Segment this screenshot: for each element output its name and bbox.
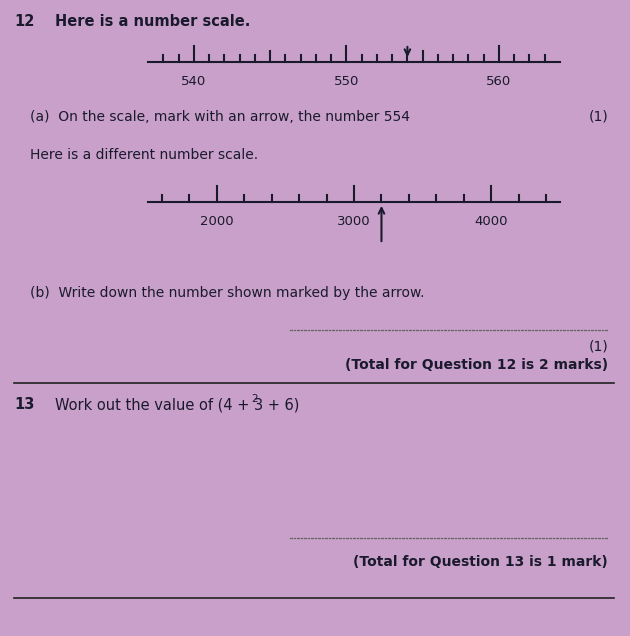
Text: 560: 560 [486, 75, 512, 88]
Text: (a)  On the scale, mark with an arrow, the number 554: (a) On the scale, mark with an arrow, th… [30, 110, 410, 124]
Text: (Total for Question 12 is 2 marks): (Total for Question 12 is 2 marks) [345, 358, 608, 372]
Text: (b)  Write down the number shown marked by the arrow.: (b) Write down the number shown marked b… [30, 286, 425, 300]
Text: (1): (1) [588, 340, 608, 354]
Text: 2: 2 [251, 394, 258, 404]
Text: (1): (1) [588, 110, 608, 124]
Text: 4000: 4000 [474, 215, 508, 228]
Text: 540: 540 [181, 75, 207, 88]
Text: 2000: 2000 [200, 215, 234, 228]
Text: 13: 13 [14, 397, 35, 412]
Text: (Total for Question 13 is 1 mark): (Total for Question 13 is 1 mark) [353, 555, 608, 569]
Text: Work out the value of (4 + 3 + 6): Work out the value of (4 + 3 + 6) [55, 397, 299, 412]
Text: 3000: 3000 [337, 215, 371, 228]
Text: 550: 550 [334, 75, 359, 88]
Text: 12: 12 [14, 14, 35, 29]
Text: Here is a different number scale.: Here is a different number scale. [30, 148, 258, 162]
Text: Here is a number scale.: Here is a number scale. [55, 14, 250, 29]
